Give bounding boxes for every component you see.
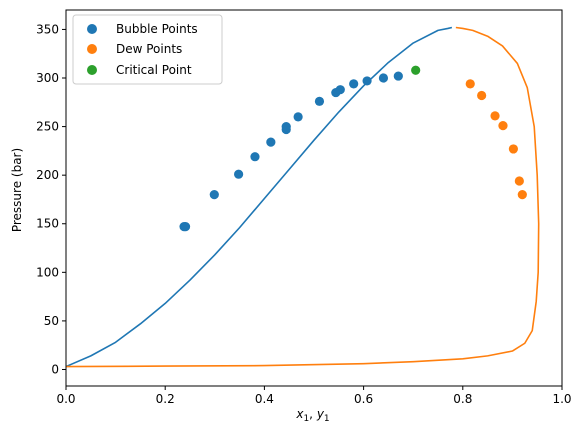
legend-marker-critical-point	[87, 65, 97, 75]
bubble-points-marker	[393, 71, 403, 81]
legend-marker-dew-points	[87, 44, 97, 54]
bubble-points-marker	[209, 189, 219, 200]
legend-label-dew-points: Dew Points	[116, 42, 182, 56]
y-tick-label: 200	[36, 168, 59, 182]
y-axis-label: Pressure (bar)	[10, 148, 24, 232]
curve-layer	[65, 26, 540, 368]
x-axis-label-y: y	[316, 407, 325, 421]
bubble-points-marker	[378, 73, 389, 83]
legend-marker-bubble-points	[87, 24, 97, 34]
bubble-points-marker	[250, 152, 260, 162]
dew-curve-line	[65, 26, 540, 368]
axes-frame	[65, 9, 563, 387]
x-tick-label: 0.4	[255, 392, 274, 406]
legend-label-bubble-points: Bubble Points	[116, 22, 198, 36]
scatter-layer	[179, 65, 527, 232]
bubble-points-marker	[293, 112, 303, 122]
bubble-points-marker	[180, 222, 191, 232]
dew-points-marker	[514, 176, 524, 186]
y-tick-label: 300	[36, 71, 59, 85]
x-axis-label-sep: ,	[309, 407, 317, 421]
bubble-points-marker	[349, 79, 359, 89]
x-axis-ticks: 0.0 0.2 0.4 0.6 0.8 1.0	[56, 386, 572, 406]
dew-points-marker	[517, 189, 527, 200]
legend-box	[72, 14, 223, 85]
bubble-points-marker	[234, 169, 244, 179]
y-tick-label: 250	[36, 120, 59, 134]
x-tick-label: 0.0	[56, 392, 75, 406]
bubble-points-marker	[335, 85, 345, 95]
bubble-points-marker	[362, 76, 372, 86]
x-axis-label-x: x	[295, 407, 304, 421]
bubble-points-marker	[314, 96, 325, 106]
x-tick-label: 1.0	[552, 392, 571, 406]
y-tick-label: 150	[36, 217, 59, 231]
x-axis-label-sub1: 1	[303, 414, 309, 424]
legend: Bubble Points Dew Points Critical Point	[72, 14, 223, 85]
y-tick-label: 50	[44, 314, 59, 328]
y-axis-ticks: 0 50 100 150 200 250 300 350	[36, 22, 66, 376]
dew-points-marker	[465, 79, 475, 89]
y-tick-label: 0	[51, 362, 59, 376]
bubble-points-marker	[266, 137, 276, 147]
x-axis-label-sub2: 1	[324, 414, 330, 424]
x-tick-label: 0.2	[156, 392, 175, 406]
x-tick-label: 0.6	[354, 392, 373, 406]
legend-label-critical-point: Critical Point	[116, 63, 192, 77]
dew-points-marker	[490, 111, 500, 121]
dew-points-marker	[477, 90, 487, 101]
x-tick-label: 0.8	[453, 392, 472, 406]
y-tick-label: 350	[36, 22, 59, 36]
x-axis-label: x1, y1	[295, 407, 329, 424]
y-tick-label: 100	[36, 265, 59, 279]
dew-points-marker	[508, 144, 518, 154]
bubble-points-marker	[281, 121, 291, 132]
bubble-curve-line	[65, 26, 453, 368]
critical-point-marker	[411, 65, 421, 75]
dew-points-marker	[498, 121, 508, 131]
